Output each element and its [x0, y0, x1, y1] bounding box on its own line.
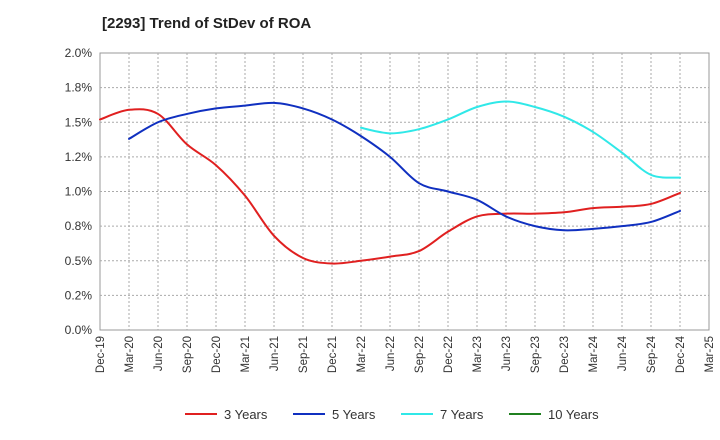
chart-title: [2293] Trend of StDev of ROA [102, 15, 312, 32]
x-tick-label: Jun-23 [501, 336, 513, 371]
x-tick-label: Dec-22 [443, 336, 455, 373]
legend-label: 10 Years [548, 407, 599, 422]
y-tick-label: 1.8% [65, 81, 93, 95]
x-tick-label: Mar-20 [124, 336, 136, 372]
x-tick-label: Sep-22 [414, 336, 426, 373]
y-tick-label: 1.0% [65, 185, 93, 199]
x-tick-label: Sep-24 [646, 335, 658, 373]
x-tick-label: Dec-21 [327, 336, 339, 373]
x-tick-label: Dec-20 [211, 336, 223, 373]
series-line-1 [99, 108, 681, 265]
x-axis: Dec-19 Mar-20 Jun-20 Sep-20 Dec-20 Mar-21 Jun-… [95, 335, 716, 373]
x-tick-label: Jun-20 [153, 336, 165, 371]
x-tick-label: Dec-23 [559, 336, 571, 373]
x-tick-label: Jun-21 [269, 336, 281, 371]
legend-label: 7 Years [440, 407, 484, 422]
y-axis: 0.0% 0.2% 0.5% 0.8% 1.0% 1.2% 1.5% 1.8% 2.0% [65, 46, 93, 337]
y-tick-label: 0.8% [65, 219, 93, 233]
x-tick-label: Mar-23 [472, 336, 484, 372]
x-tick-label: Dec-19 [95, 336, 107, 373]
x-tick-label: Mar-21 [240, 336, 252, 372]
y-tick-label: 0.5% [65, 254, 93, 268]
y-tick-label: 0.2% [65, 288, 93, 302]
legend: 3 Years 5 Years 7 Years 10 Years [185, 407, 599, 422]
y-tick-label: 2.0% [65, 46, 93, 60]
x-tick-label: Jun-24 [617, 335, 629, 371]
x-tick-label: Mar-25 [704, 336, 716, 372]
x-tick-label: Sep-23 [530, 336, 542, 373]
legend-label: 5 Years [332, 407, 376, 422]
x-tick-label: Mar-24 [588, 335, 600, 372]
x-tick-label: Dec-24 [675, 335, 687, 373]
x-tick-label: Mar-22 [356, 336, 368, 372]
x-tick-label: Sep-21 [298, 336, 310, 373]
series-lines [99, 100, 681, 265]
y-tick-label: 0.0% [65, 323, 93, 337]
x-tick-label: Jun-22 [385, 336, 397, 371]
grid-lines [100, 53, 709, 330]
series-line-3 [360, 100, 681, 179]
x-tick-label: Sep-20 [182, 336, 194, 373]
series-line-2 [128, 101, 681, 232]
y-tick-label: 1.5% [65, 115, 93, 129]
y-tick-label: 1.2% [65, 150, 93, 164]
legend-label: 3 Years [224, 407, 268, 422]
